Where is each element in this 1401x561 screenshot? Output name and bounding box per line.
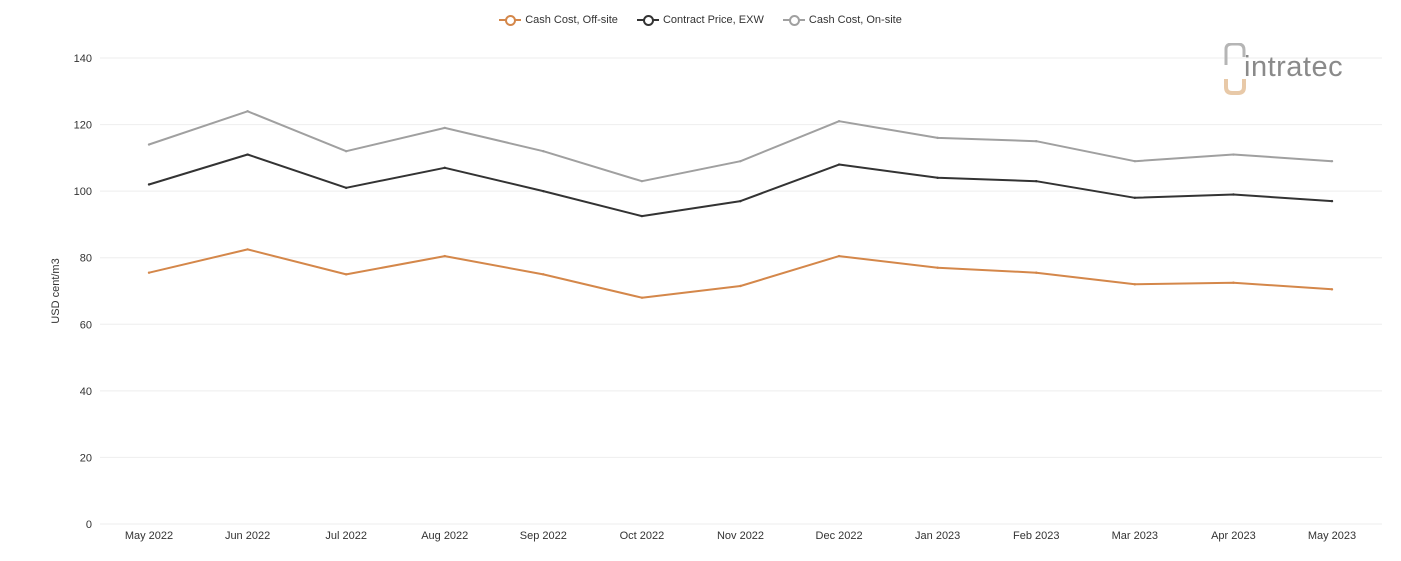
y-tick-label: 0 [86, 519, 92, 531]
data-point [1232, 193, 1235, 196]
x-tick-label: Oct 2022 [620, 530, 665, 542]
chart-legend: Cash Cost, Off-site Contract Price, EXW … [0, 14, 1401, 28]
data-point [1330, 159, 1334, 163]
data-point [936, 176, 939, 180]
data-point [1035, 271, 1038, 274]
x-tick-label: Jan 2023 [915, 530, 960, 542]
y-axis-label: USD cent/m3 [50, 258, 62, 323]
x-tick-label: Feb 2023 [1013, 530, 1059, 542]
data-point [1035, 179, 1038, 183]
data-point [640, 179, 644, 183]
x-tick-label: Mar 2023 [1112, 530, 1158, 542]
data-point [246, 110, 249, 113]
logo-mark-icon [1224, 43, 1246, 95]
data-point [344, 273, 348, 276]
series-line-1 [148, 153, 1333, 218]
data-point [246, 153, 249, 156]
x-tick-label: Dec 2022 [816, 530, 863, 542]
data-point [443, 126, 446, 130]
data-point [1330, 199, 1334, 203]
legend-marker-icon [782, 15, 805, 26]
data-point [1232, 281, 1235, 284]
data-point [640, 214, 644, 218]
data-point [542, 189, 545, 193]
legend-item-cash-cost-off-site[interactable]: Cash Cost, Off-site [499, 14, 618, 26]
data-point [1133, 283, 1137, 286]
data-point [542, 150, 545, 153]
data-point [443, 166, 446, 170]
data-point [246, 248, 249, 251]
y-tick-label: 40 [80, 386, 92, 398]
data-point [344, 150, 348, 153]
x-tick-label: Nov 2022 [717, 530, 764, 542]
data-point [1330, 288, 1334, 291]
data-point [1133, 196, 1137, 199]
logo-text: intratec [1244, 51, 1344, 83]
x-tick-label: Apr 2023 [1211, 530, 1256, 542]
data-point [1035, 140, 1038, 143]
x-tick-label: Jul 2022 [325, 530, 367, 542]
y-tick-label: 60 [80, 319, 92, 331]
y-tick-label: 80 [80, 253, 92, 265]
x-tick-label: May 2022 [125, 530, 173, 542]
data-point [1232, 153, 1235, 156]
data-point [443, 254, 446, 258]
legend-label: Cash Cost, Off-site [525, 14, 618, 26]
data-point [739, 284, 742, 288]
series-line-0 [148, 248, 1333, 299]
data-point [739, 199, 742, 203]
data-point [147, 143, 151, 146]
data-point [837, 120, 841, 123]
series-line-2 [148, 110, 1333, 183]
legend-item-contract-price-exw[interactable]: Contract Price, EXW [636, 14, 764, 26]
y-tick-label: 100 [74, 186, 92, 198]
data-point [640, 296, 644, 299]
x-tick-label: Jun 2022 [225, 530, 270, 542]
data-point [1133, 159, 1137, 163]
legend-item-cash-cost-on-site[interactable]: Cash Cost, On-site [782, 14, 902, 26]
data-point [542, 273, 545, 276]
x-tick-label: May 2023 [1308, 530, 1356, 542]
data-point [344, 186, 348, 190]
data-point [739, 159, 742, 163]
data-point [837, 163, 841, 166]
y-tick-label: 120 [74, 120, 92, 132]
data-point [147, 183, 151, 186]
x-tick-label: Sep 2022 [520, 530, 567, 542]
data-point [147, 271, 151, 274]
legend-label: Cash Cost, On-site [808, 14, 902, 26]
y-tick-label: 20 [80, 452, 92, 464]
data-point [936, 266, 939, 269]
data-point [837, 254, 841, 258]
data-point [936, 136, 939, 140]
y-tick-label: 140 [74, 53, 92, 65]
x-tick-label: Aug 2022 [421, 530, 468, 542]
intratec-logo: intratec [1222, 43, 1372, 98]
legend-label: Contract Price, EXW [662, 14, 764, 26]
legend-marker-icon [499, 15, 522, 26]
legend-marker-icon [636, 15, 659, 26]
